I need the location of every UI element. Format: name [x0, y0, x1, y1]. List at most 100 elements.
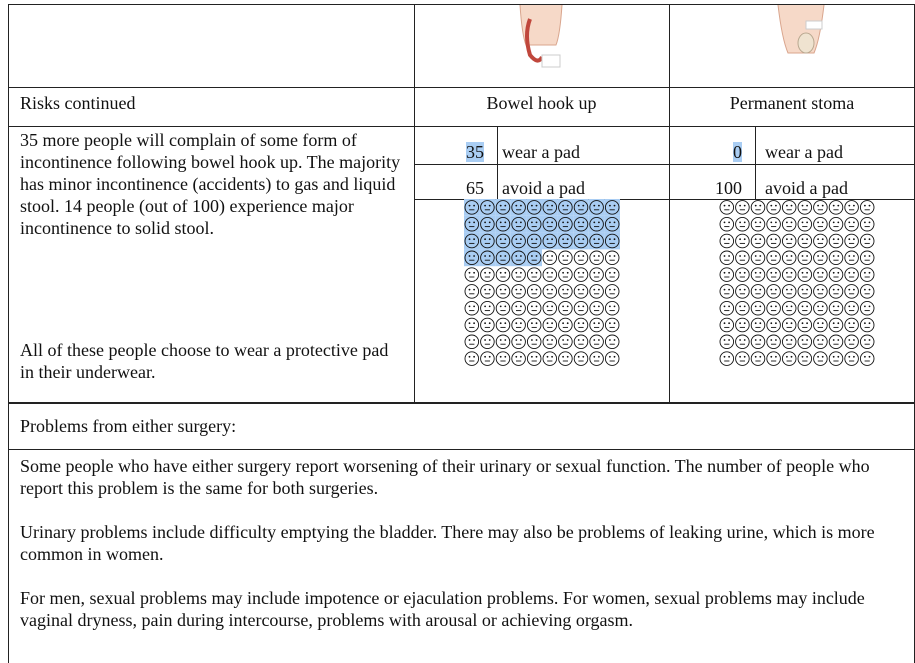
eye	[755, 238, 757, 240]
eye	[848, 222, 850, 224]
face	[845, 318, 859, 332]
face-icon	[860, 335, 874, 349]
eye	[515, 222, 517, 224]
eye	[848, 306, 850, 308]
eye	[755, 289, 757, 291]
face	[751, 217, 765, 231]
eye	[775, 356, 777, 358]
eye	[562, 238, 564, 240]
eye	[551, 322, 553, 324]
eye	[755, 205, 757, 207]
eye	[547, 356, 549, 358]
eye	[802, 306, 804, 308]
eye	[817, 238, 819, 240]
face	[574, 301, 588, 315]
eye	[869, 339, 871, 341]
eye	[531, 272, 533, 274]
face-icon	[814, 217, 828, 231]
face	[559, 285, 573, 299]
face	[736, 301, 750, 315]
face-icon	[736, 352, 750, 366]
eye	[744, 339, 746, 341]
eye	[547, 339, 549, 341]
eye	[469, 255, 471, 257]
face-icon	[782, 251, 796, 265]
eye	[833, 322, 835, 324]
eye	[759, 205, 761, 207]
face-icon	[527, 301, 541, 315]
highlight	[464, 199, 480, 216]
eye	[520, 356, 522, 358]
eye	[864, 356, 866, 358]
face	[860, 217, 874, 231]
eye	[598, 306, 600, 308]
label: avoid a pad	[502, 177, 585, 199]
eye	[802, 322, 804, 324]
eye	[786, 222, 788, 224]
eye	[562, 356, 564, 358]
face	[814, 201, 828, 215]
eye	[759, 306, 761, 308]
eye	[598, 205, 600, 207]
section-heading: Problems from either surgery:	[20, 415, 236, 437]
eye	[473, 322, 475, 324]
eye	[609, 339, 611, 341]
eye	[469, 238, 471, 240]
highlight	[480, 216, 496, 233]
eye	[755, 255, 757, 257]
eye	[500, 306, 502, 308]
face-icon	[559, 318, 573, 332]
page: Risks continued Bowel hook up Permanent …	[0, 0, 915, 663]
face	[720, 217, 734, 231]
eye	[759, 255, 761, 257]
eye	[551, 238, 553, 240]
eye	[520, 272, 522, 274]
face	[736, 234, 750, 248]
bowel-illustration	[512, 5, 570, 71]
eye	[853, 289, 855, 291]
eye	[724, 306, 726, 308]
eye	[567, 222, 569, 224]
eye	[515, 306, 517, 308]
eye	[791, 255, 793, 257]
eye	[593, 306, 595, 308]
eye	[869, 255, 871, 257]
face-icon	[496, 285, 510, 299]
label: avoid a pad	[765, 177, 848, 199]
eye	[728, 222, 730, 224]
eye	[598, 339, 600, 341]
eye	[547, 322, 549, 324]
face-icon	[542, 199, 558, 216]
eye	[791, 272, 793, 274]
face	[782, 285, 796, 299]
eye	[567, 306, 569, 308]
eye	[536, 238, 538, 240]
face-icon	[845, 301, 859, 315]
face	[605, 318, 619, 332]
face	[543, 318, 557, 332]
eye	[484, 238, 486, 240]
highlight	[495, 216, 511, 233]
eye	[822, 356, 824, 358]
face-icon	[495, 216, 511, 233]
face	[527, 285, 541, 299]
face-icon	[511, 249, 527, 266]
eye	[500, 222, 502, 224]
eye	[837, 238, 839, 240]
eye	[582, 306, 584, 308]
face	[845, 217, 859, 231]
face	[496, 318, 510, 332]
face-icon	[720, 285, 734, 299]
face	[481, 301, 495, 315]
eye	[504, 289, 506, 291]
face-icon	[829, 301, 843, 315]
face	[559, 251, 573, 265]
highlight	[511, 233, 527, 250]
eye	[744, 306, 746, 308]
eye	[593, 222, 595, 224]
eye	[593, 356, 595, 358]
face-icon	[574, 352, 588, 366]
eye	[578, 306, 580, 308]
eye	[802, 222, 804, 224]
face	[512, 268, 526, 282]
